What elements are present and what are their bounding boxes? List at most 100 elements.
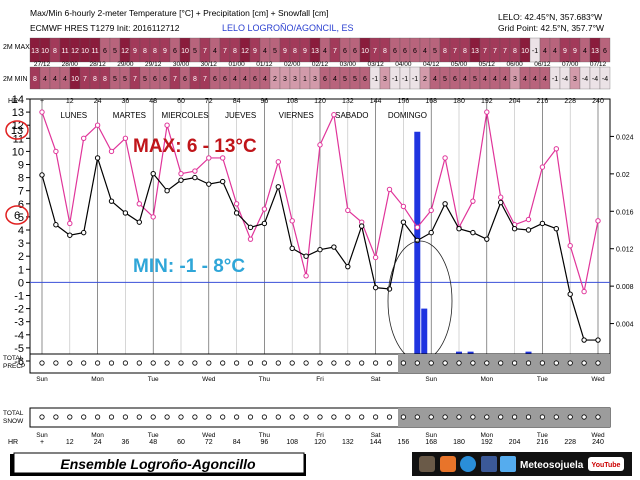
min-strip-value: 5 bbox=[143, 76, 147, 83]
min-strip-value: 6 bbox=[253, 76, 257, 83]
min-strip-value: 6 bbox=[323, 76, 327, 83]
max-strip-value: 13 bbox=[591, 48, 599, 55]
max-temp-point bbox=[331, 112, 337, 118]
min-strip-value: 8 bbox=[193, 76, 197, 83]
min-temp-point bbox=[470, 229, 476, 236]
snow-total-dot bbox=[317, 414, 323, 420]
top-date-label: 05/12 bbox=[479, 61, 496, 68]
precip-total-dot bbox=[234, 360, 240, 366]
bottom-hour-label: 192 bbox=[481, 439, 493, 446]
max-strip-value: 7 bbox=[373, 48, 377, 55]
snow-total-dot bbox=[108, 414, 115, 420]
top-date-label: 07/00 bbox=[562, 61, 579, 68]
min-temp-point bbox=[581, 337, 587, 343]
max-strip-value: 6 bbox=[413, 48, 417, 55]
min-strip-value: 4 bbox=[63, 76, 67, 83]
youtube-icon[interactable] bbox=[588, 457, 624, 471]
min-strip-value: 8 bbox=[33, 76, 37, 83]
model-info: ECMWF HRES T1279 Init: 2016112712 bbox=[30, 23, 180, 33]
strip-max-label: 2M MAX bbox=[3, 44, 30, 51]
weekday-label-snow: Mon bbox=[91, 432, 104, 439]
google-plus-icon[interactable] bbox=[460, 456, 476, 472]
precip-total-dot bbox=[39, 360, 45, 366]
instagram-icon[interactable] bbox=[419, 456, 435, 472]
max-strip-value: -1 bbox=[532, 48, 538, 55]
max-strip-value: 12 bbox=[71, 48, 79, 55]
max-strip-value: 4 bbox=[583, 48, 587, 55]
snow-total-dot bbox=[178, 414, 184, 420]
y-tick-label: 3 bbox=[18, 238, 24, 250]
min-temp-point bbox=[345, 263, 351, 270]
max-temp-point bbox=[220, 155, 226, 161]
weekday-label-snow: Sun bbox=[425, 432, 437, 439]
day-name-label: VIERNES bbox=[279, 111, 314, 120]
blogger-icon[interactable] bbox=[440, 456, 456, 472]
y-tick-label: 13 bbox=[12, 107, 24, 119]
min-temp-point bbox=[511, 225, 518, 232]
min-temp-point bbox=[108, 198, 115, 204]
max-temp-point bbox=[595, 218, 601, 224]
bottom-hour-axis: +12 24 36 48 60 72 84 96 108 120 132 144 156 168 180 19… bbox=[40, 439, 604, 446]
max-temp-point bbox=[206, 155, 212, 161]
y-tick-label: 4 bbox=[18, 225, 24, 237]
top-date-label: 04/00 bbox=[395, 61, 412, 68]
chart-title: Max/Min 6-hourly 2-meter Temperature [°C… bbox=[30, 8, 329, 18]
max-strip-value: 9 bbox=[163, 48, 167, 55]
y-tick-label: 5 bbox=[18, 212, 24, 224]
snow-total-dot bbox=[414, 414, 420, 420]
precip-total-dot bbox=[511, 360, 518, 366]
max-strip-value: 9 bbox=[573, 48, 577, 55]
snow-total-dot bbox=[525, 414, 532, 420]
top-date-label: 06/12 bbox=[534, 61, 551, 68]
snow-total-dot bbox=[359, 414, 365, 420]
min-temp-point bbox=[567, 291, 573, 297]
max-strip-value: 4 bbox=[263, 48, 267, 55]
snow-total-dot bbox=[595, 414, 601, 420]
min-temp-point bbox=[247, 224, 254, 231]
snow-total-dot bbox=[456, 414, 462, 420]
top-date-label: 01/12 bbox=[256, 61, 273, 68]
min-strip-value: 5 bbox=[443, 76, 447, 83]
max-strip-value: 5 bbox=[113, 48, 117, 55]
snow-total-dot bbox=[150, 414, 156, 420]
twitter-icon[interactable] bbox=[500, 456, 516, 472]
min-strip-value: -1 bbox=[392, 76, 398, 83]
min-temp-point bbox=[67, 232, 73, 238]
precip-total-dot bbox=[53, 360, 59, 366]
precip-total-dot bbox=[247, 360, 254, 366]
max-strip-value: 7 bbox=[223, 48, 227, 55]
precip-total-dot bbox=[164, 360, 170, 366]
min-temp-point bbox=[136, 219, 143, 225]
min-strip-value: 7 bbox=[83, 76, 87, 83]
y-tick-label: 10 bbox=[12, 146, 24, 158]
max-strip-value: 7 bbox=[333, 48, 337, 55]
max-strip-value: 8 bbox=[143, 48, 147, 55]
max-temp-point bbox=[192, 168, 198, 174]
min-strip-value: 4 bbox=[483, 76, 487, 83]
precip-total-dot bbox=[498, 360, 504, 366]
precip-total-dot bbox=[567, 360, 573, 366]
max-strip-value: 10 bbox=[81, 48, 89, 55]
temperature-lines bbox=[39, 109, 601, 343]
top-date-label: 28/00 bbox=[62, 61, 79, 68]
snow-total-dot bbox=[206, 414, 212, 420]
snow-total-dot bbox=[581, 414, 587, 420]
max-strip-value: 7 bbox=[503, 48, 507, 55]
snow-total-dot bbox=[234, 414, 240, 420]
total-snow-dots bbox=[39, 414, 601, 420]
max-temp-point bbox=[525, 216, 532, 223]
y-tick-label: 0 bbox=[18, 277, 24, 289]
y2-tick-label: 0.02 bbox=[616, 172, 630, 179]
max-temp-point bbox=[108, 148, 115, 155]
max-temp-point bbox=[39, 109, 45, 115]
min-temp-point bbox=[220, 178, 226, 185]
bottom-hour-label: 60 bbox=[177, 439, 185, 446]
min-strip-value: 6 bbox=[363, 76, 367, 83]
y-tick-label: 6 bbox=[18, 199, 24, 211]
bottom-hour-label: 216 bbox=[537, 439, 549, 446]
y-tick-label: 9 bbox=[18, 160, 24, 172]
min-temp-point bbox=[150, 170, 156, 177]
facebook-icon[interactable] bbox=[481, 456, 497, 472]
